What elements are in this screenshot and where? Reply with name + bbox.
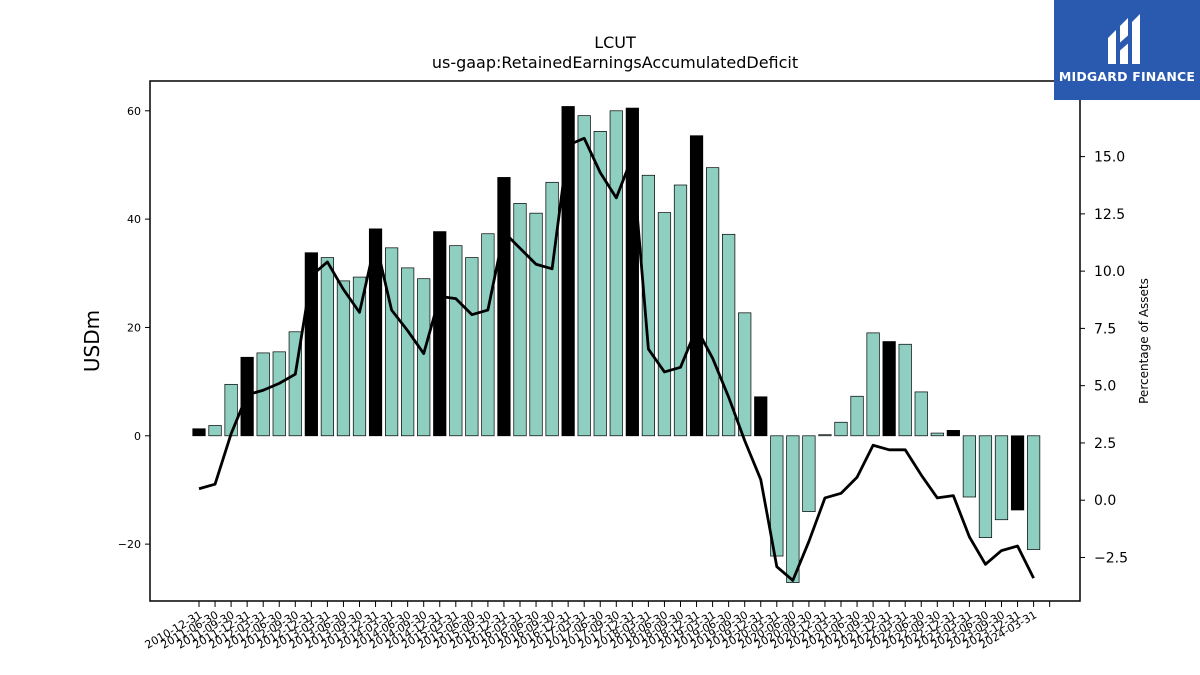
bar (834, 421, 848, 437)
y-tick-label: 20 (127, 321, 141, 334)
bar (818, 434, 832, 437)
y2-tick-label: 0.0 (1094, 493, 1116, 509)
bar (481, 233, 495, 437)
bar (722, 233, 736, 437)
bar (320, 257, 334, 437)
bar (689, 135, 704, 437)
left-y-axis: −20 0 20 40 60 (118, 105, 150, 551)
logo-text: MIDGARD FINANCE (1058, 69, 1196, 84)
y2-tick-label: 12.5 (1094, 207, 1125, 223)
bar (368, 228, 383, 437)
bar (593, 131, 607, 437)
brand-logo: MIDGARD FINANCE (1054, 0, 1200, 100)
bar (465, 257, 479, 437)
bar (336, 280, 351, 437)
bar (401, 267, 415, 437)
bar (946, 430, 960, 437)
bar (352, 276, 367, 437)
bar (1010, 435, 1025, 511)
bar (433, 231, 447, 437)
bar (786, 435, 800, 583)
bar (770, 435, 784, 557)
bar (561, 106, 575, 437)
bar (272, 351, 286, 437)
chart-subtitle: us-gaap:RetainedEarningsAccumulatedDefic… (432, 53, 798, 72)
bar (657, 212, 672, 437)
bar (609, 110, 623, 437)
bar (641, 174, 656, 437)
logo-mark-icon (1108, 14, 1140, 64)
y2-tick-label: 5.0 (1094, 379, 1116, 395)
y-tick-label: 40 (127, 213, 141, 226)
percentage-line (198, 136, 1035, 582)
y-axis-label: USDm (80, 310, 104, 372)
bar (978, 435, 993, 538)
bar (513, 203, 527, 437)
chart-title: LCUT (594, 33, 636, 52)
y-tick-label: 0 (134, 430, 141, 443)
bar (802, 435, 816, 512)
bar (497, 177, 511, 437)
bar (545, 181, 559, 437)
y2-axis-label: Percentage of Assets (1137, 278, 1151, 404)
bar (256, 352, 270, 437)
bar (449, 245, 463, 437)
x-axis: 2010-12-312011-06-302011-09-302011-12-31… (143, 601, 1051, 652)
y2-tick-label: 15.0 (1094, 150, 1125, 166)
y2-tick-label: 7.5 (1094, 321, 1116, 337)
bar (914, 391, 928, 437)
y2-tick-label: −2.5 (1094, 550, 1128, 566)
bar (738, 312, 752, 437)
bar (1026, 435, 1041, 550)
bar (417, 278, 431, 437)
bar (754, 396, 768, 437)
y2-tick-label: 2.5 (1094, 436, 1116, 452)
bar (850, 395, 864, 437)
bar (224, 383, 238, 437)
right-y-axis: −2.5 0.0 2.5 5.0 7.5 10.0 12.5 15.0 (1080, 150, 1128, 566)
bar (705, 167, 720, 437)
bar (385, 247, 399, 437)
bar (577, 115, 591, 437)
plot-frame (149, 80, 1081, 602)
bar (962, 435, 977, 498)
bar (882, 341, 896, 437)
y-tick-label: −20 (118, 538, 141, 551)
bar (529, 212, 543, 437)
bar-series (192, 106, 1041, 583)
y-tick-label: 60 (127, 105, 141, 118)
bar (994, 435, 1009, 521)
bar (673, 184, 688, 437)
bar (208, 425, 222, 437)
y2-tick-label: 10.0 (1094, 264, 1125, 280)
bar (898, 343, 912, 437)
bar (930, 432, 944, 437)
bar (192, 428, 206, 437)
bar (866, 332, 880, 437)
line-series (198, 136, 1035, 582)
